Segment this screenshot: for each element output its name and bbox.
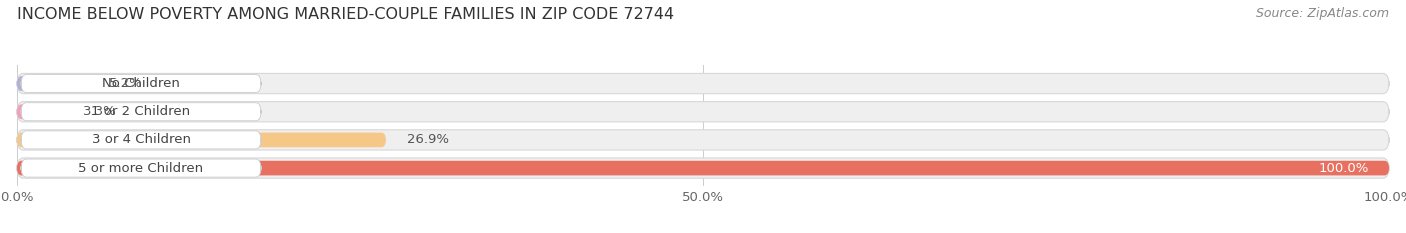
Text: INCOME BELOW POVERTY AMONG MARRIED-COUPLE FAMILIES IN ZIP CODE 72744: INCOME BELOW POVERTY AMONG MARRIED-COUPL… (17, 7, 673, 22)
FancyBboxPatch shape (17, 130, 1389, 150)
FancyBboxPatch shape (17, 102, 1389, 122)
Text: 100.0%: 100.0% (1319, 161, 1368, 175)
Text: No Children: No Children (103, 77, 180, 90)
FancyBboxPatch shape (21, 103, 262, 121)
Text: 5.2%: 5.2% (108, 77, 142, 90)
Text: 1 or 2 Children: 1 or 2 Children (91, 105, 191, 118)
FancyBboxPatch shape (21, 159, 262, 177)
FancyBboxPatch shape (17, 76, 89, 91)
FancyBboxPatch shape (21, 131, 262, 149)
FancyBboxPatch shape (17, 73, 1389, 94)
Text: 3.3%: 3.3% (83, 105, 117, 118)
FancyBboxPatch shape (17, 161, 1389, 175)
Text: 5 or more Children: 5 or more Children (79, 161, 204, 175)
FancyBboxPatch shape (21, 75, 262, 93)
FancyBboxPatch shape (17, 133, 387, 147)
Text: 26.9%: 26.9% (406, 134, 449, 146)
Text: 3 or 4 Children: 3 or 4 Children (91, 134, 191, 146)
FancyBboxPatch shape (17, 158, 1389, 178)
FancyBboxPatch shape (17, 104, 62, 119)
Text: Source: ZipAtlas.com: Source: ZipAtlas.com (1256, 7, 1389, 20)
